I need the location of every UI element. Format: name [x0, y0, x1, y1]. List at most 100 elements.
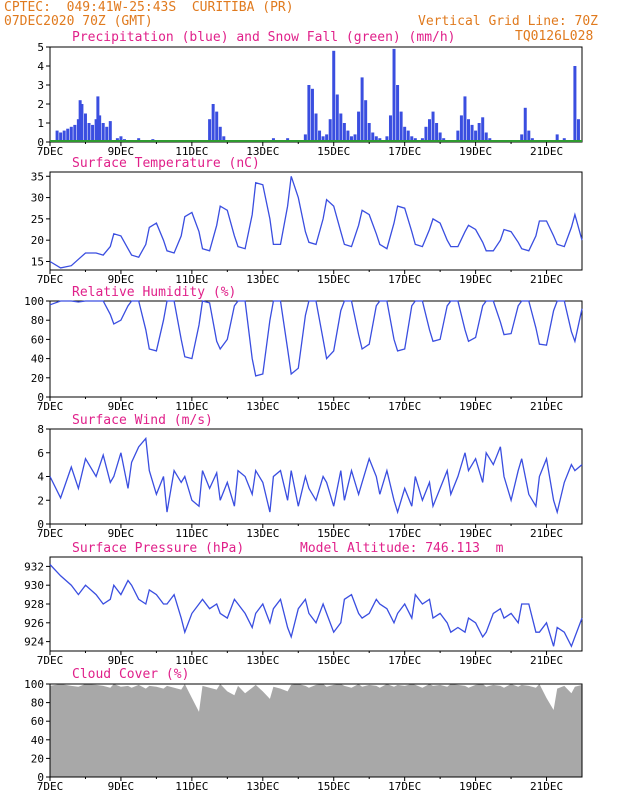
temp-xtick-label: 15DEC — [317, 273, 350, 286]
pressure-xtick-label: 11DEC — [175, 654, 208, 667]
pressure-frame — [49, 556, 583, 652]
precip-bar — [520, 134, 524, 142]
pressure-xtick-label: 7DEC — [37, 654, 64, 667]
precip-bar — [215, 111, 219, 142]
precip-bar — [406, 130, 410, 142]
precip-bar — [456, 130, 460, 142]
precip-bar — [119, 136, 123, 142]
precip-bar — [335, 94, 339, 142]
rh-xtick-label: 7DEC — [37, 400, 64, 413]
pressure-ytick-label: 926 — [24, 617, 44, 630]
precip-bar — [353, 134, 357, 142]
date-header: 07DEC2020 70Z (GMT) — [4, 14, 153, 29]
wind-xtick-label: 13DEC — [246, 527, 279, 540]
precip-bar — [484, 132, 488, 142]
wind-xtick-label: 19DEC — [459, 527, 492, 540]
altitude-note: Model Altitude: 746.113 m — [300, 541, 504, 556]
precip-bar — [314, 113, 318, 142]
pressure-xtick-label: 15DEC — [317, 654, 350, 667]
precip-bar — [342, 123, 346, 142]
rh-xtick-label: 21DEC — [530, 400, 563, 413]
temp-xtick-label: 19DEC — [459, 273, 492, 286]
cloud-xtick-label: 9DEC — [108, 780, 135, 793]
precip-bar — [527, 130, 531, 142]
precip-bar — [477, 123, 481, 142]
pressure-xtick-label: 13DEC — [246, 654, 279, 667]
rh-series-line — [49, 300, 583, 377]
rh-ytick-label: 20 — [31, 372, 44, 385]
precip-bar — [101, 123, 105, 142]
precip-bar — [459, 115, 463, 142]
wind-ytick-label: 2 — [37, 494, 44, 507]
cloud-ytick-label: 60 — [31, 715, 44, 728]
precip-bar — [435, 123, 439, 142]
precip-bar — [481, 117, 485, 142]
station-header: CPTEC: 049:41W-25:43S CURITIBA (PR) — [4, 0, 294, 15]
precip-ytick-label: 4 — [37, 60, 44, 73]
precip-bar — [83, 113, 87, 142]
temp-series-line — [49, 176, 583, 269]
wind-xtick-label: 7DEC — [37, 527, 64, 540]
temp-frame — [49, 171, 583, 271]
cloud-xtick-label: 21DEC — [530, 780, 563, 793]
precip-xtick-label: 17DEC — [388, 145, 421, 158]
temp-xtick-label: 21DEC — [530, 273, 563, 286]
temp-ytick-label: 20 — [31, 234, 44, 247]
precip-bar — [573, 66, 577, 142]
rh-ytick-label: 60 — [31, 333, 44, 346]
precip-bar — [108, 121, 112, 142]
precip-xtick-label: 15DEC — [317, 145, 350, 158]
precip-bar — [474, 130, 478, 142]
precip-ytick-label: 3 — [37, 79, 44, 92]
precip-bar — [374, 136, 378, 142]
wind-series-line — [49, 436, 583, 515]
precip-bar — [555, 134, 559, 142]
precip-bar — [218, 126, 222, 142]
precip-bar — [385, 136, 389, 142]
precip-bar — [303, 134, 307, 142]
precip-bar — [349, 136, 353, 142]
precip-bar — [87, 123, 91, 142]
pressure-ytick-label: 930 — [24, 579, 44, 592]
precip-bar — [467, 119, 471, 142]
cloud-ytick-label: 100 — [24, 678, 44, 691]
cloud-ytick-label: 80 — [31, 697, 44, 710]
pressure-series-line — [49, 564, 583, 648]
precip-bar — [470, 124, 474, 142]
precip-bar — [371, 132, 375, 142]
temp-title: Surface Temperature (nC) — [72, 156, 260, 171]
precip-bar — [364, 100, 368, 142]
precip-bar — [325, 134, 329, 142]
wind-ytick-label: 8 — [37, 423, 44, 436]
precip-ytick-label: 5 — [37, 41, 44, 54]
cloud-ytick-label: 40 — [31, 734, 44, 747]
precip-bar — [360, 77, 364, 142]
precip-xtick-label: 13DEC — [246, 145, 279, 158]
cloud-xtick-label: 7DEC — [37, 780, 64, 793]
precip-bar — [76, 119, 80, 142]
precip-bar — [222, 136, 226, 142]
precip-ytick-label: 2 — [37, 98, 44, 111]
cloud-frame-overlay — [49, 683, 583, 778]
precip-ytick-label: 1 — [37, 117, 44, 130]
precip-bar — [55, 130, 59, 142]
temp-xtick-label: 7DEC — [37, 273, 64, 286]
cloud-xtick-label: 15DEC — [317, 780, 350, 793]
precip-bar — [59, 132, 63, 142]
precip-bar — [424, 126, 428, 142]
rh-xtick-label: 13DEC — [246, 400, 279, 413]
grid-note: Vertical Grid Line: 70Z — [418, 14, 599, 29]
temp-ytick-label: 30 — [31, 192, 44, 205]
wind-xtick-label: 21DEC — [530, 527, 563, 540]
rh-xtick-label: 17DEC — [388, 400, 421, 413]
run-code: TQ0126L028 — [515, 29, 594, 44]
precip-bar — [208, 119, 212, 142]
precip-bar — [367, 123, 371, 142]
temp-xtick-label: 13DEC — [246, 273, 279, 286]
precip-xtick-label: 9DEC — [108, 145, 135, 158]
precip-bar — [98, 115, 102, 142]
precip-bar — [96, 96, 100, 142]
precip-bar — [321, 136, 325, 142]
cloud-cover-area — [50, 684, 582, 777]
